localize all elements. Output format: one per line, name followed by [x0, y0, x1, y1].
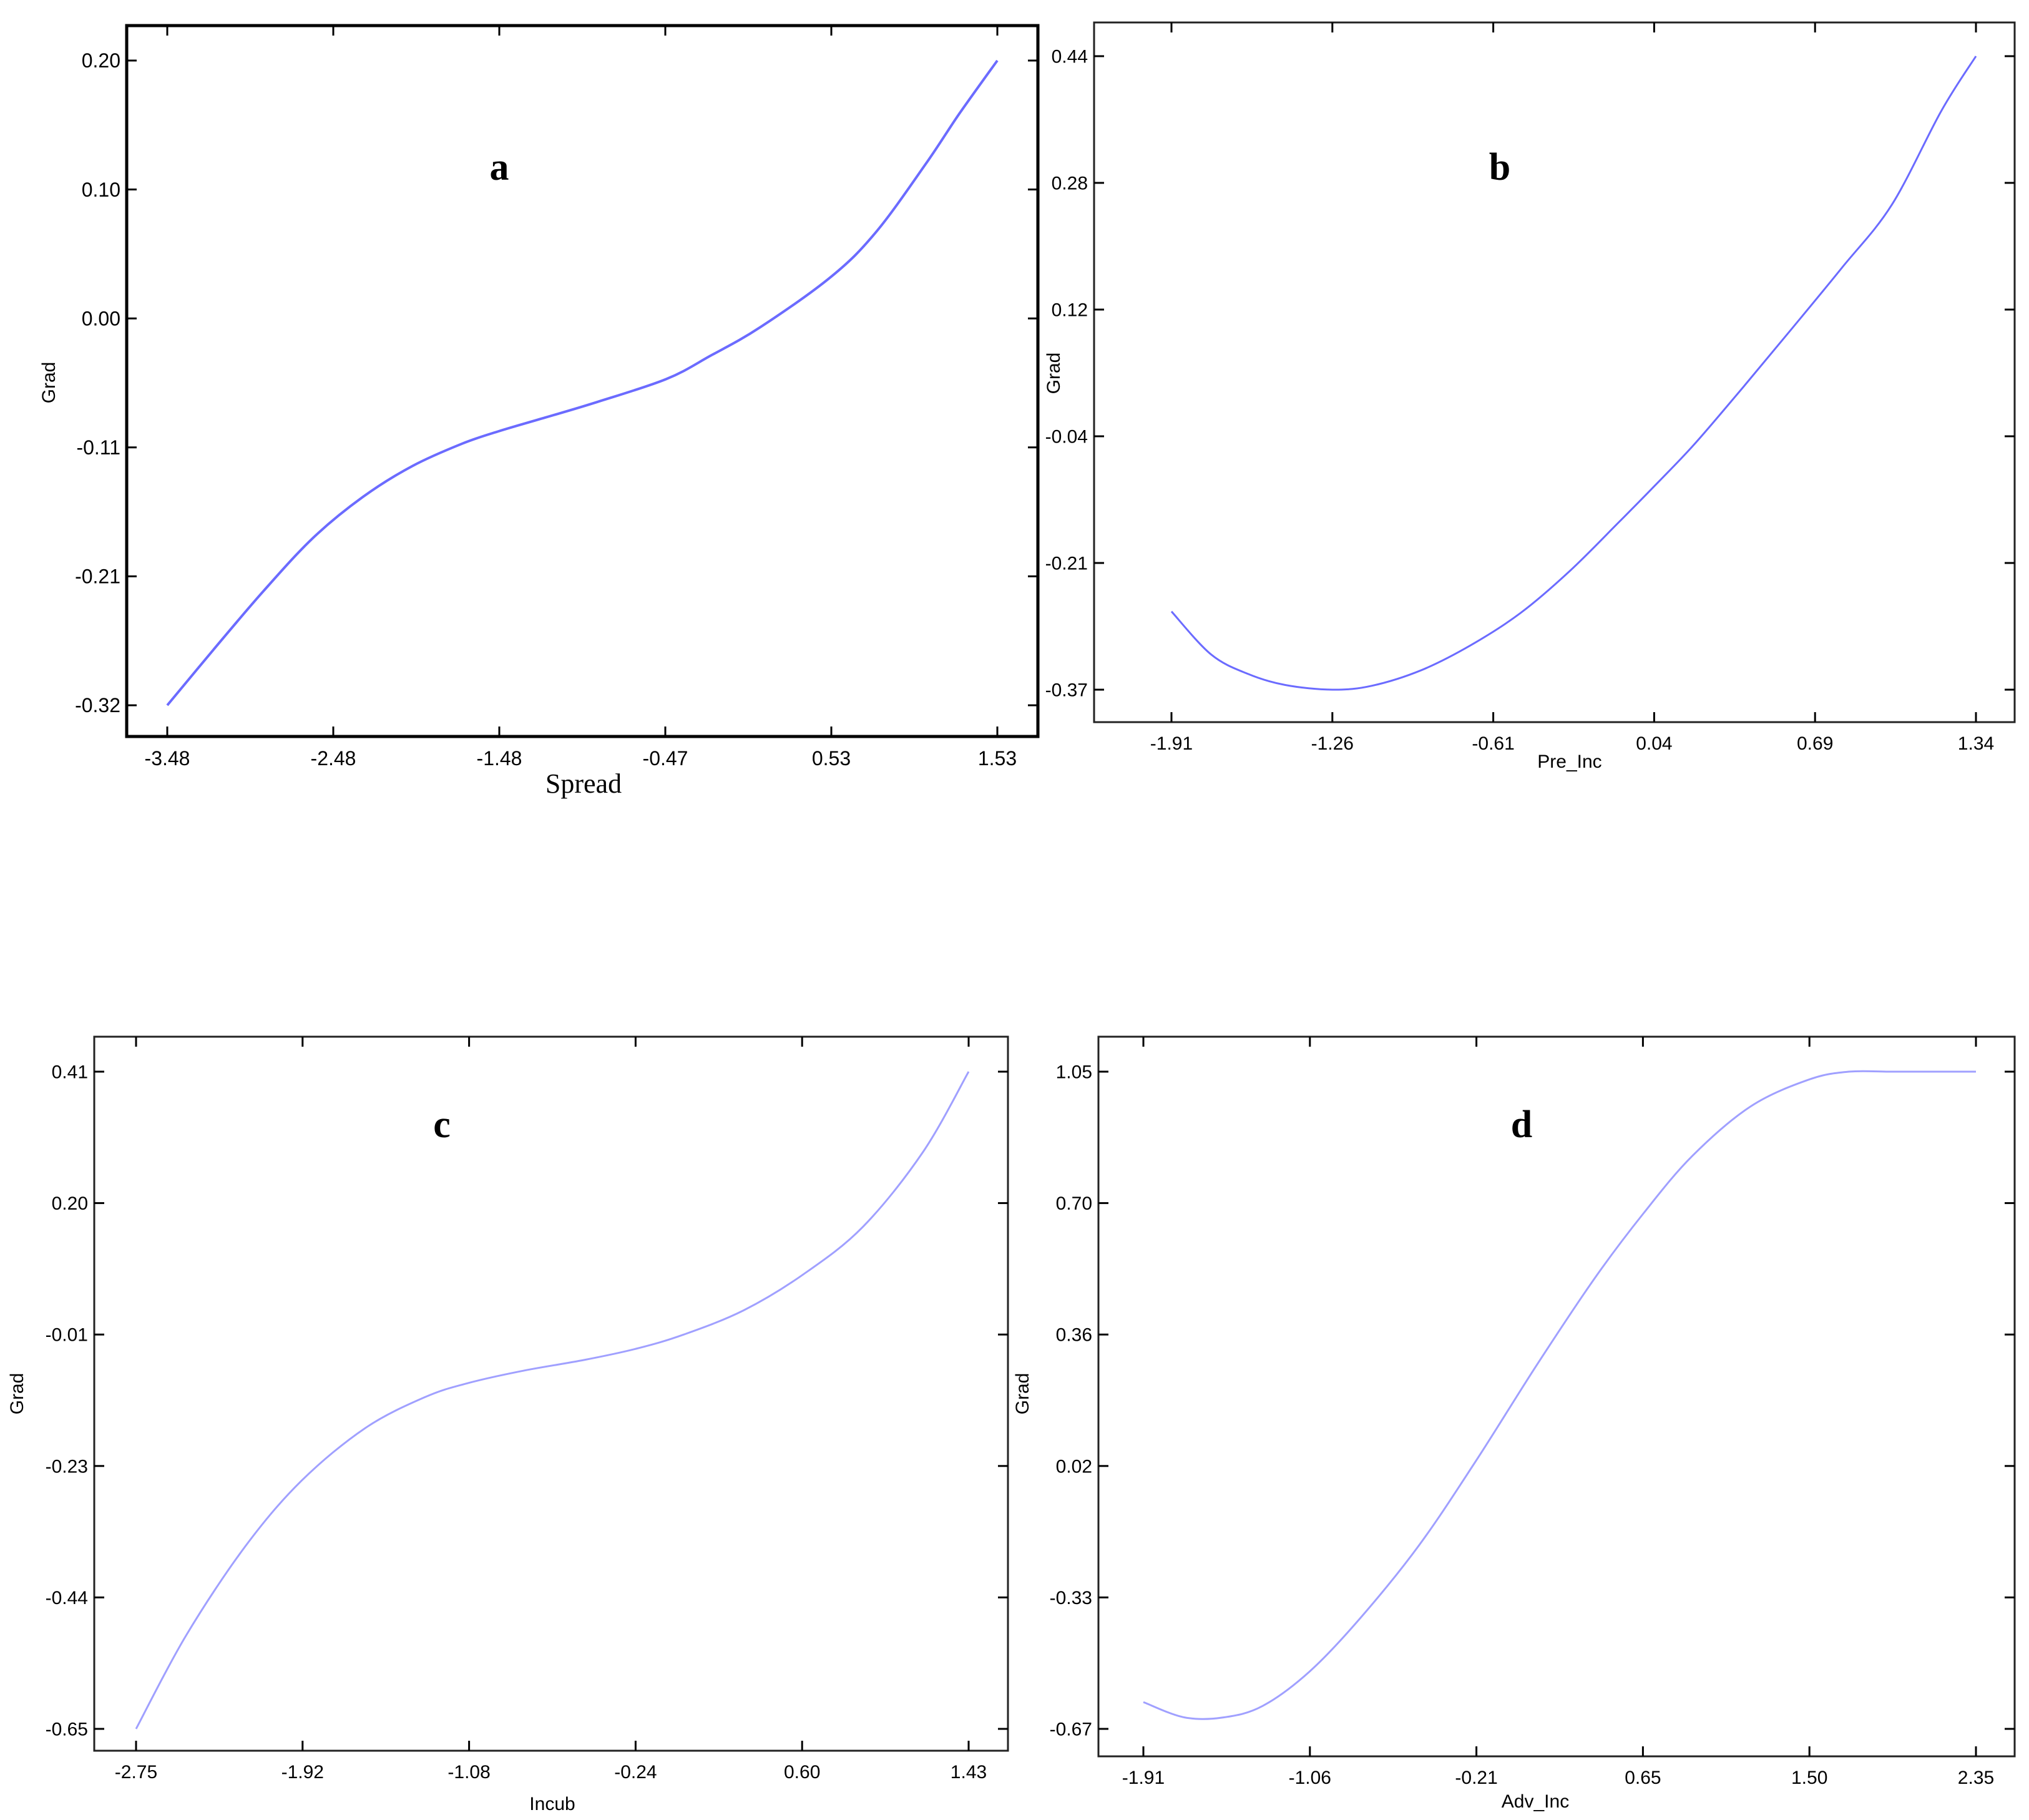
x-tick-label: -3.48 [145, 747, 190, 770]
y-tick-label: 0.10 [82, 179, 120, 201]
y-axis-label: Grad [1044, 353, 1064, 394]
x-tick-label: -0.47 [643, 747, 688, 770]
panel-label: c [433, 1103, 451, 1146]
x-tick-label: 1.43 [951, 1762, 987, 1783]
panel-label: d [1511, 1103, 1532, 1146]
x-tick-label: -1.91 [1150, 733, 1193, 754]
y-tick-label: 0.44 [1052, 47, 1088, 67]
y-tick-label: 0.36 [1056, 1325, 1092, 1346]
plot-frame [1097, 1035, 2016, 1758]
y-tick-label: 0.20 [52, 1193, 88, 1214]
plot-frame [1093, 21, 2016, 723]
plot-frame [93, 1035, 1009, 1752]
plot-frame [125, 24, 1040, 738]
x-tick-label: -2.48 [311, 747, 356, 770]
y-tick-label: -0.44 [46, 1588, 88, 1608]
x-tick-label: -1.92 [281, 1762, 324, 1783]
y-tick-label: -0.04 [1045, 427, 1088, 448]
x-tick-label: -0.21 [1455, 1768, 1497, 1788]
x-tick-label: -0.61 [1472, 733, 1514, 754]
x-tick-label: -1.08 [447, 1762, 490, 1783]
y-tick-label: -0.65 [46, 1720, 88, 1740]
chart-panel-a: a Spread Grad -3.48 -2.48 -1.48 -0.47 0.53 1.… [39, 24, 1040, 799]
y-tick-label: 1.05 [1056, 1062, 1092, 1083]
y-tick-label: -0.21 [75, 565, 120, 588]
y-axis-label: Grad [39, 362, 59, 404]
x-axis-label: Incub [529, 1794, 575, 1814]
y-tick-label: -0.33 [1050, 1588, 1092, 1608]
x-tick-label: -2.75 [115, 1762, 157, 1783]
series-line [166, 59, 999, 707]
y-axis-label: Grad [1012, 1373, 1033, 1415]
chart-panel-d: d Adv_Inc Grad -1.91 -1.06 -0.21 0.65 1.50 2.… [1012, 1035, 2016, 1812]
chart-panel-b: b Pre_Inc Grad -1.91 -1.26 -0.61 0.04 0.69 1.… [1044, 21, 2016, 772]
y-tick-label: 0.02 [1056, 1456, 1092, 1477]
y-tick-label: 0.28 [1052, 174, 1088, 194]
y-axis-label: Grad [7, 1373, 27, 1415]
x-tick-label: 2.35 [1958, 1768, 1994, 1788]
x-tick-label: -1.26 [1311, 733, 1354, 754]
series-line [135, 1071, 970, 1729]
y-tick-label: -0.21 [1045, 554, 1088, 574]
x-axis-label: Spread [545, 768, 622, 799]
x-tick-label: -1.48 [477, 747, 522, 770]
y-tick-label: -0.37 [1045, 680, 1088, 701]
y-tick-label: 0.12 [1052, 300, 1088, 321]
x-tick-label: 1.50 [1791, 1768, 1827, 1788]
y-tick-label: -0.23 [46, 1456, 88, 1477]
y-tick-label: -0.67 [1050, 1720, 1092, 1740]
x-axis-label: Adv_Inc [1502, 1791, 1569, 1812]
y-tick-label: -0.11 [76, 436, 120, 459]
x-tick-label: 0.60 [784, 1762, 820, 1783]
x-tick-label: 0.04 [1636, 733, 1672, 754]
y-tick-label: 0.20 [82, 49, 120, 72]
panel-label: a [490, 146, 509, 188]
x-tick-label: -1.06 [1289, 1768, 1331, 1788]
x-tick-label: -1.91 [1122, 1768, 1165, 1788]
x-tick-label: 0.69 [1797, 733, 1833, 754]
x-tick-label: 1.53 [978, 747, 1017, 770]
x-tick-label: 0.65 [1625, 1768, 1661, 1788]
series-line [1143, 1070, 1976, 1720]
y-tick-label: 0.00 [82, 307, 120, 330]
x-tick-label: 1.34 [1958, 733, 1994, 754]
x-tick-label: 0.53 [812, 747, 851, 770]
y-tick-label: 0.70 [1056, 1193, 1092, 1214]
series-line [1170, 56, 1977, 691]
y-tick-label: 0.41 [52, 1062, 88, 1083]
x-tick-label: -0.24 [614, 1762, 657, 1783]
chart-panel-c: c Incub Grad -2.75 -1.92 -1.08 -0.24 0.60 1.4… [7, 1035, 1009, 1814]
y-tick-label: -0.32 [75, 694, 120, 717]
y-tick-label: -0.01 [46, 1325, 88, 1346]
x-axis-label: Pre_Inc [1537, 751, 1601, 772]
panel-label: b [1489, 146, 1510, 188]
